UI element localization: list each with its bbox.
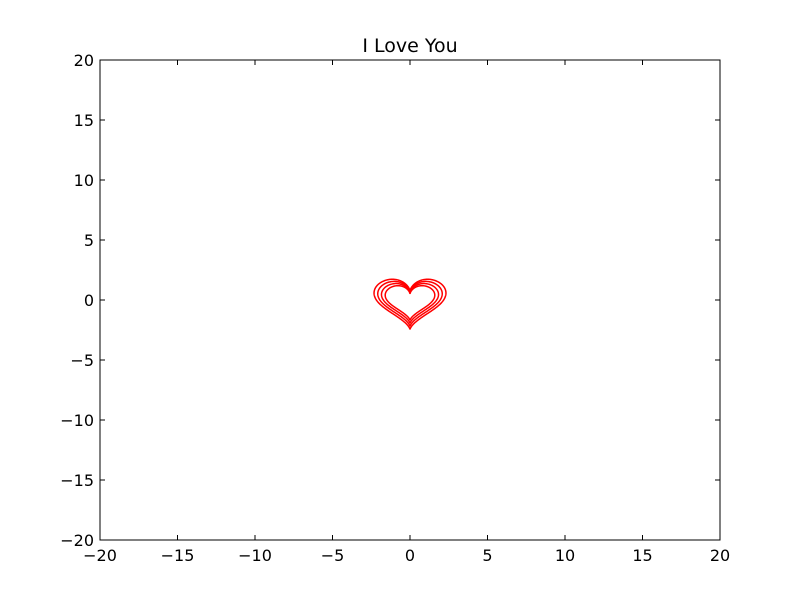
x-tick-label: 5 bbox=[482, 546, 492, 565]
x-tick-label: −15 bbox=[161, 546, 195, 565]
x-tick-label: 15 bbox=[632, 546, 652, 565]
y-tick-label: −20 bbox=[60, 531, 94, 550]
x-tick-label: 0 bbox=[405, 546, 415, 565]
x-tick-label: 10 bbox=[555, 546, 575, 565]
x-tick-label: 20 bbox=[710, 546, 730, 565]
heart-series-1 bbox=[384, 284, 436, 321]
y-tick-label: 15 bbox=[74, 111, 94, 130]
y-tick-label: −10 bbox=[60, 411, 94, 430]
x-tick-label: −20 bbox=[83, 546, 117, 565]
y-tick-label: 10 bbox=[74, 171, 94, 190]
x-tick-label: −5 bbox=[321, 546, 345, 565]
chart-title: I Love You bbox=[362, 35, 457, 57]
y-tick-label: −15 bbox=[60, 471, 94, 490]
ticks-group: −20 −15 −10 −5 0 5 10 15 20 −20 −15 −10 −5 0 5 10 15 20 bbox=[60, 51, 730, 565]
y-tick-label: 5 bbox=[84, 231, 94, 250]
y-tick-label: −5 bbox=[70, 351, 94, 370]
series-group bbox=[373, 278, 447, 330]
heart-series-3 bbox=[377, 280, 443, 327]
x-tick-label: −10 bbox=[238, 546, 272, 565]
heart-series-4 bbox=[373, 278, 447, 330]
heart-series-2 bbox=[380, 282, 440, 324]
y-tick-label: 20 bbox=[74, 51, 94, 70]
y-tick-label: 0 bbox=[84, 291, 94, 310]
